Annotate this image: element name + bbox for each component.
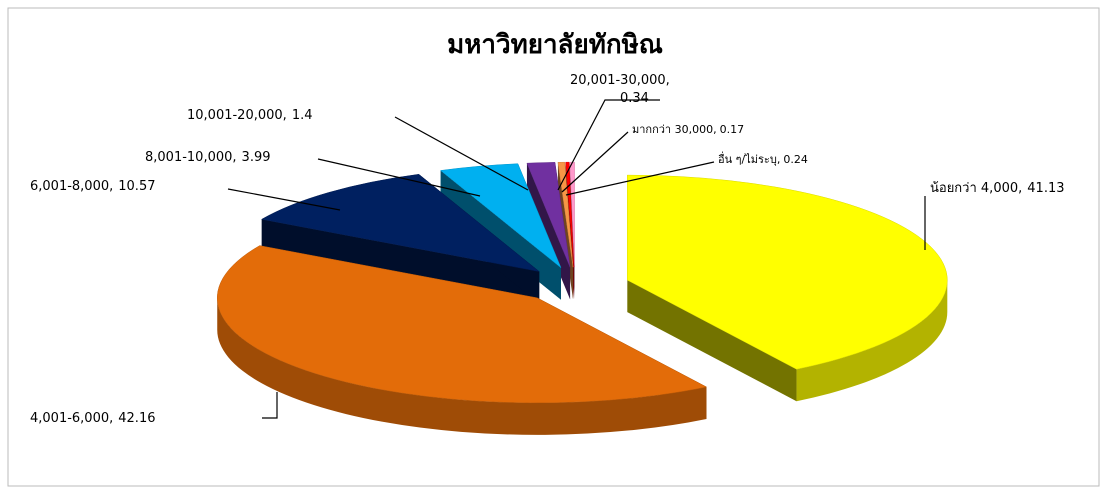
label-category: 20,001-30,000: [570, 73, 666, 88]
slice-side: [261, 219, 540, 304]
label-separator: ,: [232, 150, 236, 165]
label-category: 8,001-10,000: [145, 150, 232, 165]
data-label: 4,001-6,000, 42.16: [30, 411, 155, 426]
label-separator: ,: [713, 123, 717, 136]
label-separator: ,: [666, 73, 670, 88]
label-separator: ,: [1018, 181, 1022, 196]
data-label: 6,001-8,000, 10.57: [30, 179, 155, 194]
data-label: มากกว่า 30,000, 0.17: [632, 123, 744, 136]
leader-line: [394, 116, 529, 191]
data-label: 8,001-10,000, 3.99: [145, 150, 271, 165]
label-category: มากกว่า 30,000: [632, 123, 713, 136]
label-category: 4,001-6,000: [30, 411, 109, 426]
slice: [627, 174, 948, 402]
label-category: น้อยกว่า 4,000: [930, 181, 1018, 196]
label-value: 3.99: [242, 150, 271, 165]
pie-slice: [565, 161, 575, 268]
label-value: 42.16: [118, 411, 155, 426]
label-category: 6,001-8,000: [30, 179, 109, 194]
pie-slice: [439, 163, 562, 268]
label-value: 0.24: [783, 153, 808, 166]
pie-slice: [526, 162, 571, 268]
label-separator: ,: [109, 411, 113, 426]
pie-slice: [217, 245, 708, 404]
label-value: 41.13: [1027, 181, 1064, 196]
data-label: อื่น ๆ/ไม่ระบุ, 0.24: [718, 151, 808, 166]
label-value: 0.17: [720, 123, 745, 136]
data-label: 20,001-30,000, 0.34: [570, 73, 670, 106]
label-value: 0.34: [620, 91, 649, 106]
leader-line: [227, 188, 341, 211]
slice: [260, 174, 540, 304]
slice-rim: [217, 297, 707, 435]
label-category: 10,001-20,000: [187, 108, 283, 123]
leader-line: [317, 158, 481, 197]
slice-rim: [796, 280, 948, 402]
pie-slice: [627, 174, 948, 370]
leader-line: [565, 161, 715, 196]
leader-line: [557, 99, 660, 191]
leader-line: [561, 131, 629, 193]
chart-title: มหาวิทยาลัยทักษิณ: [447, 30, 663, 60]
data-label: 10,001-20,000, 1.4: [187, 108, 313, 123]
label-separator: ,: [777, 153, 781, 166]
pie-slice: [557, 161, 574, 268]
label-separator: ,: [109, 179, 113, 194]
leader-line: [262, 392, 278, 419]
slice: [217, 245, 708, 435]
pie-slice: [260, 174, 540, 272]
label-value: 10.57: [118, 179, 155, 194]
label-value: 1.4: [292, 108, 313, 123]
label-category: อื่น ๆ/ไม่ระบุ: [718, 151, 777, 166]
label-separator: ,: [283, 108, 287, 123]
data-label: น้อยกว่า 4,000, 41.13: [930, 181, 1065, 196]
slice-side: [627, 280, 797, 402]
